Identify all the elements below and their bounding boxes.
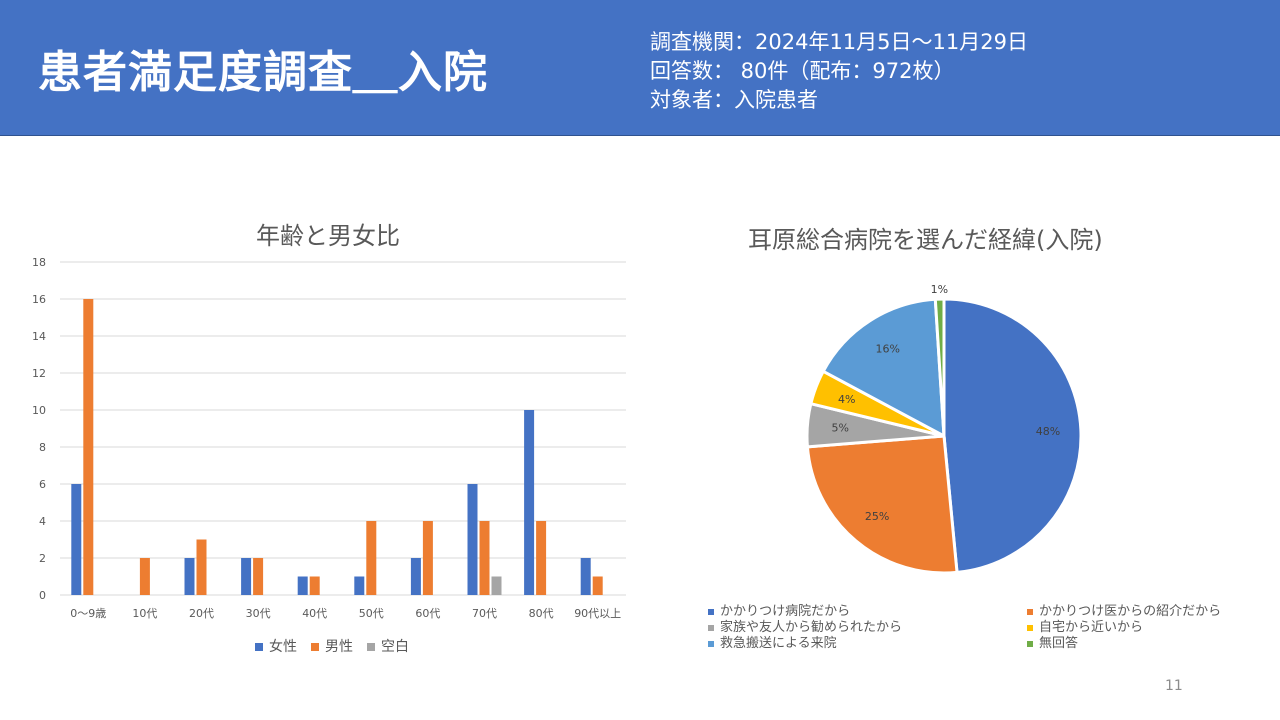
bar bbox=[71, 484, 82, 595]
response-count: 回答数： 80件（配布：972枚） bbox=[650, 59, 955, 83]
legend-label: 無回答 bbox=[1039, 636, 1079, 651]
bar bbox=[524, 410, 535, 595]
bar bbox=[467, 484, 478, 595]
hospital-choice-pie-chart: 48% 25% 5% 4% 16% 1% bbox=[805, 283, 1083, 575]
pie-data-label: 16% bbox=[875, 342, 899, 355]
pie-chart-title: 耳原総合病院を選んだ経緯(入院) bbox=[748, 226, 1103, 254]
legend-swatch bbox=[1027, 640, 1033, 647]
bar bbox=[83, 299, 94, 595]
legend-swatch bbox=[255, 643, 263, 651]
x-tick-label: 60代 bbox=[415, 607, 440, 620]
legend-item: 女性 bbox=[255, 639, 297, 655]
legend-label: 空白 bbox=[381, 639, 409, 655]
x-tick-label: 30代 bbox=[246, 607, 271, 620]
y-tick-label: 12 bbox=[32, 367, 46, 380]
bar-chart-title: 年齢と男女比 bbox=[256, 222, 400, 250]
legend-swatch bbox=[311, 643, 319, 651]
bar bbox=[410, 558, 421, 595]
pie-slice bbox=[933, 297, 946, 437]
pie-slice bbox=[805, 434, 959, 575]
bar-chart-legend: 女性 男性 空白 bbox=[255, 636, 423, 656]
pie-data-label: 48% bbox=[1036, 425, 1060, 438]
pie-slice bbox=[942, 297, 1083, 575]
legend-label: 家族や友人から勧められたから bbox=[720, 620, 903, 635]
x-tick-label: 10代 bbox=[132, 607, 157, 620]
y-tick-label: 16 bbox=[32, 293, 46, 306]
y-tick-label: 4 bbox=[39, 515, 46, 528]
age-gender-bar-chart: 0 2 4 6 8 10 12 14 16 18 0～9歳 10代 20代 30代 40代 50代 60代 70代… bbox=[32, 256, 626, 620]
header-banner: 患者満足度調査＿入院 調査機関：2024年11月5日～11月29日 回答数： 8… bbox=[0, 0, 1280, 136]
legend-label: 自宅から近いから bbox=[1039, 620, 1144, 635]
legend-item: かかりつけ医からの紹介だから bbox=[1027, 600, 1221, 619]
bar bbox=[309, 576, 320, 595]
legend-item: 家族や友人から勧められたから bbox=[708, 616, 902, 635]
pie-data-label: 1% bbox=[931, 283, 948, 296]
pie-data-label: 5% bbox=[831, 422, 848, 435]
legend-item: 男性 bbox=[311, 639, 353, 655]
bar bbox=[184, 558, 195, 595]
legend-swatch bbox=[708, 624, 714, 631]
y-tick-label: 0 bbox=[39, 589, 46, 602]
legend-label: 女性 bbox=[269, 639, 297, 655]
y-tick-label: 6 bbox=[39, 478, 46, 491]
y-tick-label: 2 bbox=[39, 552, 46, 565]
legend-item: 救急搬送による来院 bbox=[708, 632, 837, 651]
x-tick-label: 50代 bbox=[359, 607, 384, 620]
legend-label: 男性 bbox=[325, 639, 353, 655]
legend-swatch bbox=[1027, 608, 1033, 615]
y-tick-label: 8 bbox=[39, 441, 46, 454]
y-tick-label: 10 bbox=[32, 404, 46, 417]
legend-label: かかりつけ病院だから bbox=[720, 604, 851, 619]
x-tick-label: 0～9歳 bbox=[70, 607, 106, 620]
x-tick-label: 80代 bbox=[529, 607, 554, 620]
x-tick-label: 70代 bbox=[472, 607, 497, 620]
legend-item: かかりつけ病院だから bbox=[708, 600, 850, 619]
legend-item: 無回答 bbox=[1027, 632, 1078, 651]
pie-data-label: 25% bbox=[865, 510, 889, 523]
target-audience: 対象者：入院患者 bbox=[650, 88, 818, 112]
page-title: 患者満足度調査＿入院 bbox=[38, 47, 488, 98]
legend-swatch bbox=[708, 608, 714, 615]
x-tick-label: 40代 bbox=[302, 607, 327, 620]
legend-swatch bbox=[1027, 624, 1033, 631]
bar bbox=[491, 576, 502, 595]
bar bbox=[354, 576, 365, 595]
bar bbox=[366, 521, 377, 595]
bar bbox=[479, 521, 490, 595]
legend-item: 空白 bbox=[367, 639, 409, 655]
x-tick-label: 20代 bbox=[189, 607, 214, 620]
legend-label: かかりつけ医からの紹介だから bbox=[1039, 604, 1222, 619]
bar bbox=[241, 558, 252, 595]
legend-swatch bbox=[367, 643, 375, 651]
bar bbox=[536, 521, 547, 595]
survey-info: 調査機関：2024年11月5日～11月29日 回答数： 80件（配布：972枚）… bbox=[650, 28, 1028, 115]
pie-data-label: 4% bbox=[838, 393, 855, 406]
bar bbox=[422, 521, 433, 595]
bar bbox=[592, 576, 603, 595]
bar bbox=[297, 576, 308, 595]
pie-slice bbox=[821, 297, 946, 439]
legend-swatch bbox=[708, 640, 714, 647]
bar bbox=[139, 558, 150, 595]
bar bbox=[253, 558, 264, 595]
legend-item: 自宅から近いから bbox=[1027, 616, 1143, 635]
x-tick-label: 90代以上 bbox=[574, 607, 621, 620]
legend-label: 救急搬送による来院 bbox=[720, 636, 837, 651]
y-tick-label: 14 bbox=[32, 330, 46, 343]
bar bbox=[580, 558, 591, 595]
survey-period: 調査機関：2024年11月5日～11月29日 bbox=[650, 30, 1028, 54]
bar bbox=[196, 539, 207, 595]
y-tick-label: 18 bbox=[32, 256, 46, 269]
page-number: 11 bbox=[1165, 678, 1183, 694]
